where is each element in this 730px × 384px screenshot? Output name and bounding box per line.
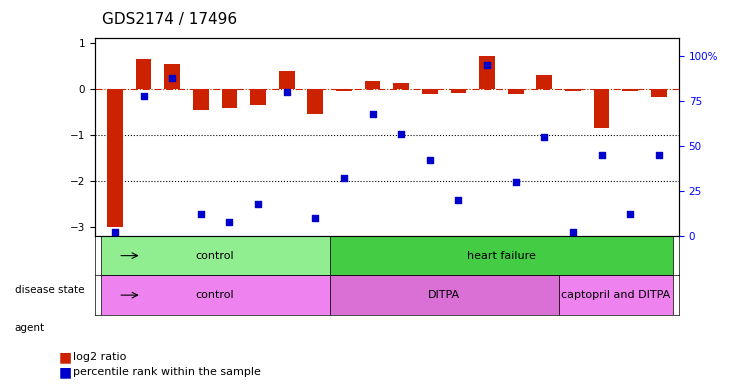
FancyBboxPatch shape <box>330 275 558 315</box>
Text: heart failure: heart failure <box>467 251 536 261</box>
Point <box>424 157 436 164</box>
Point <box>281 89 293 95</box>
Point <box>253 200 264 207</box>
Text: control: control <box>196 251 234 261</box>
Text: ■: ■ <box>58 366 72 379</box>
Bar <box>623 89 638 91</box>
Point <box>653 152 665 158</box>
Point <box>223 218 235 225</box>
Bar <box>450 89 466 93</box>
Bar <box>365 81 380 89</box>
Point <box>567 229 579 235</box>
Point <box>624 211 636 217</box>
Bar <box>193 89 209 109</box>
Text: agent: agent <box>15 323 45 333</box>
Text: log2 ratio: log2 ratio <box>73 352 126 362</box>
Text: ■: ■ <box>58 350 72 364</box>
Text: DITPA: DITPA <box>428 290 460 300</box>
Bar <box>422 89 438 94</box>
Point <box>596 152 607 158</box>
Point <box>366 111 378 117</box>
Point <box>109 229 120 235</box>
Point <box>396 131 407 137</box>
Bar <box>307 89 323 114</box>
Bar <box>279 71 295 89</box>
Point <box>453 197 464 203</box>
Point <box>539 134 550 140</box>
Point <box>310 215 321 221</box>
FancyBboxPatch shape <box>101 236 330 275</box>
Bar <box>164 64 180 89</box>
Bar <box>508 89 523 94</box>
FancyBboxPatch shape <box>330 236 673 275</box>
Bar <box>393 83 409 89</box>
Bar <box>336 89 352 91</box>
Bar <box>222 89 237 108</box>
Bar <box>479 56 495 89</box>
Text: control: control <box>196 290 234 300</box>
Bar <box>651 89 666 97</box>
Point <box>138 93 150 99</box>
Point <box>481 62 493 68</box>
Text: disease state: disease state <box>15 285 84 295</box>
Text: GDS2174 / 17496: GDS2174 / 17496 <box>102 12 237 26</box>
Bar <box>250 89 266 105</box>
Text: percentile rank within the sample: percentile rank within the sample <box>73 367 261 377</box>
Point <box>338 175 350 182</box>
Bar <box>107 89 123 227</box>
Bar <box>537 75 552 89</box>
Point <box>166 75 178 81</box>
Text: captopril and DITPA: captopril and DITPA <box>561 290 671 300</box>
Point <box>195 211 207 217</box>
FancyBboxPatch shape <box>558 275 673 315</box>
Bar <box>593 89 610 128</box>
Point <box>510 179 521 185</box>
Bar <box>565 89 581 91</box>
FancyBboxPatch shape <box>101 275 330 315</box>
Bar <box>136 59 151 89</box>
